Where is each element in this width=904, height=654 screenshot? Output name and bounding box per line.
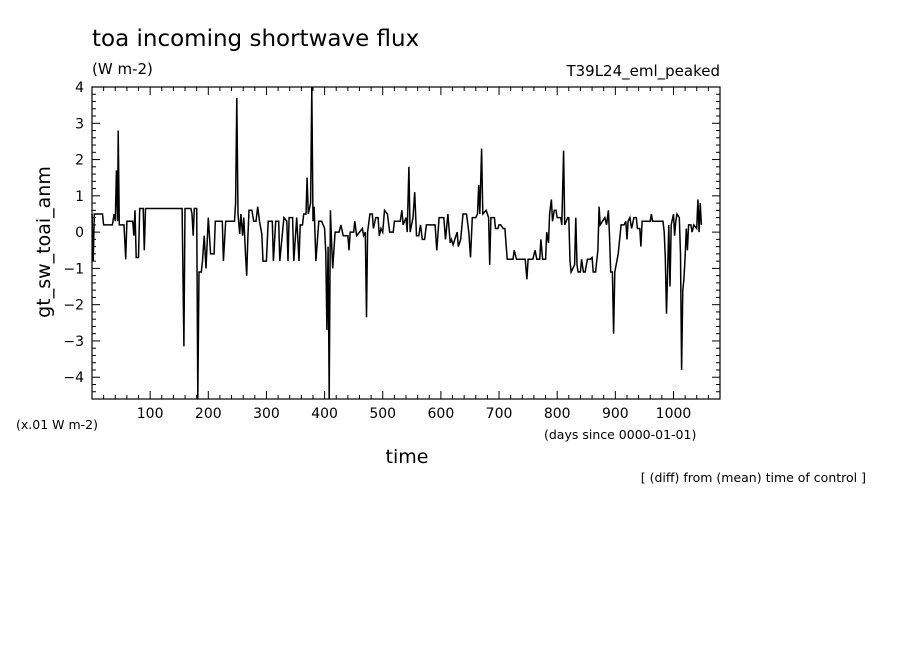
x-tick-label: 500 xyxy=(369,406,396,422)
x-tick-label: 700 xyxy=(486,406,513,422)
x-tick-label: 1000 xyxy=(656,406,692,422)
x-tick-label: 400 xyxy=(311,406,338,422)
x-tick-label: 900 xyxy=(602,406,629,422)
y-tick-label: −2 xyxy=(63,298,84,314)
y-axis-label: gt_sw_toai_anm xyxy=(33,166,55,318)
x-axis-label: time xyxy=(386,446,429,468)
plot-area: 100 200 300 400 500 600 700 800 900 1000 4 3 2 1 0 −1 −2… xyxy=(63,80,721,422)
y-tick-label: 4 xyxy=(75,80,84,96)
y-tick-label: 1 xyxy=(75,189,84,205)
x-tick-label: 800 xyxy=(544,406,571,422)
x-tick-label: 100 xyxy=(137,406,164,422)
series-line-1 xyxy=(91,86,703,400)
chart-units: (W m-2) xyxy=(92,60,153,78)
x-tick-label: 300 xyxy=(253,406,280,422)
y-tick-label: −4 xyxy=(63,370,84,386)
x-tick-label: 600 xyxy=(428,406,455,422)
y-tick-label: 2 xyxy=(75,153,84,169)
plot-frame xyxy=(91,86,721,400)
y-scale-note: (x.01 W m-2) xyxy=(16,417,98,432)
x-tick-label: 200 xyxy=(195,406,222,422)
run-label: T39L24_eml_peaked xyxy=(565,62,720,81)
y-tick-label: −3 xyxy=(63,334,84,350)
chart-title: toa incoming shortwave flux xyxy=(92,26,419,52)
y-tick-label: −1 xyxy=(63,261,84,277)
footnote: [ (diff) from (mean) time of control ] xyxy=(641,470,866,485)
y-tick-label: 0 xyxy=(75,225,84,241)
x-units-note: (days since 0000-01-01) xyxy=(544,427,696,442)
y-tick-label: 3 xyxy=(75,116,84,132)
